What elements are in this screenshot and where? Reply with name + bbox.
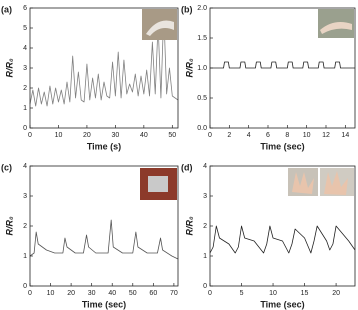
data-line [209,225,356,254]
y-tick-label: 0 [203,283,207,290]
panel-label: (a) [1,4,12,14]
y-axis-label: R/R₀ [4,58,14,77]
y-axis-label: R/R₀ [184,58,194,77]
y-tick-label: 0.5 [197,95,207,102]
y-tick-label: 0 [23,125,27,132]
panel-label: (b) [181,4,193,14]
x-tick-label: 0 [208,290,212,297]
y-tick-label: 1 [23,105,27,112]
y-tick-label: 3 [23,65,27,72]
y-tick-label: 0 [23,283,27,290]
y-tick-label: 0.0 [197,125,207,132]
x-tick-label: 50 [129,290,137,297]
x-tick-label: 4 [247,132,251,139]
y-tick-label: 2 [23,223,27,230]
x-tick-label: 40 [140,132,148,139]
y-axis-label: R/R₀ [184,216,194,235]
data-line [29,11,179,107]
x-tick-label: 15 [301,290,309,297]
y-tick-label: 1 [23,253,27,260]
data-line [210,61,355,69]
panel-label: (d) [181,162,193,172]
x-tick-label: 0 [28,290,32,297]
y-tick-label: 1.5 [197,35,207,42]
y-tick-label: 4 [23,163,27,170]
x-tick-label: 10 [55,132,63,139]
y-tick-label: 4 [23,45,27,52]
y-tick-label: 1 [203,253,207,260]
x-tick-label: 20 [332,290,340,297]
x-tick-label: 10 [47,290,55,297]
y-tick-label: 3 [203,193,207,200]
x-tick-label: 20 [83,132,91,139]
x-tick-label: 40 [108,290,116,297]
y-tick-label: 2.0 [197,5,207,12]
x-tick-label: 10 [303,132,311,139]
inset-hand [324,171,348,195]
x-tick-label: 0 [208,132,212,139]
y-axis-label: R/R₀ [4,216,14,235]
y-tick-label: 4 [203,163,207,170]
x-tick-label: 14 [341,132,349,139]
x-tick-label: 2 [227,132,231,139]
x-axis-label: Time (sec) [260,141,304,151]
x-tick-label: 30 [111,132,119,139]
x-tick-label: 50 [168,132,176,139]
inset-hand [292,172,314,194]
x-axis-label: Time (sec) [82,299,126,309]
x-tick-label: 20 [67,290,75,297]
x-tick-label: 8 [285,132,289,139]
inset-band [148,176,168,192]
x-axis-label: Time (s) [87,141,121,151]
y-tick-label: 1.0 [197,65,207,72]
x-tick-label: 6 [266,132,270,139]
y-tick-label: 3 [23,193,27,200]
inset-finger [320,22,352,34]
y-tick-label: 5 [23,25,27,32]
x-tick-label: 60 [149,290,157,297]
y-tick-label: 2 [23,85,27,92]
panel-label: (c) [1,162,12,172]
y-tick-label: 2 [203,223,207,230]
x-tick-label: 12 [322,132,330,139]
x-tick-label: 30 [88,290,96,297]
x-tick-label: 70 [170,290,178,297]
data-line [29,219,179,260]
x-axis-label: Time (sec) [260,299,304,309]
x-tick-label: 10 [269,290,277,297]
x-tick-label: 5 [240,290,244,297]
x-tick-label: 0 [28,132,32,139]
inset-glove [146,20,174,36]
y-tick-label: 6 [23,5,27,12]
